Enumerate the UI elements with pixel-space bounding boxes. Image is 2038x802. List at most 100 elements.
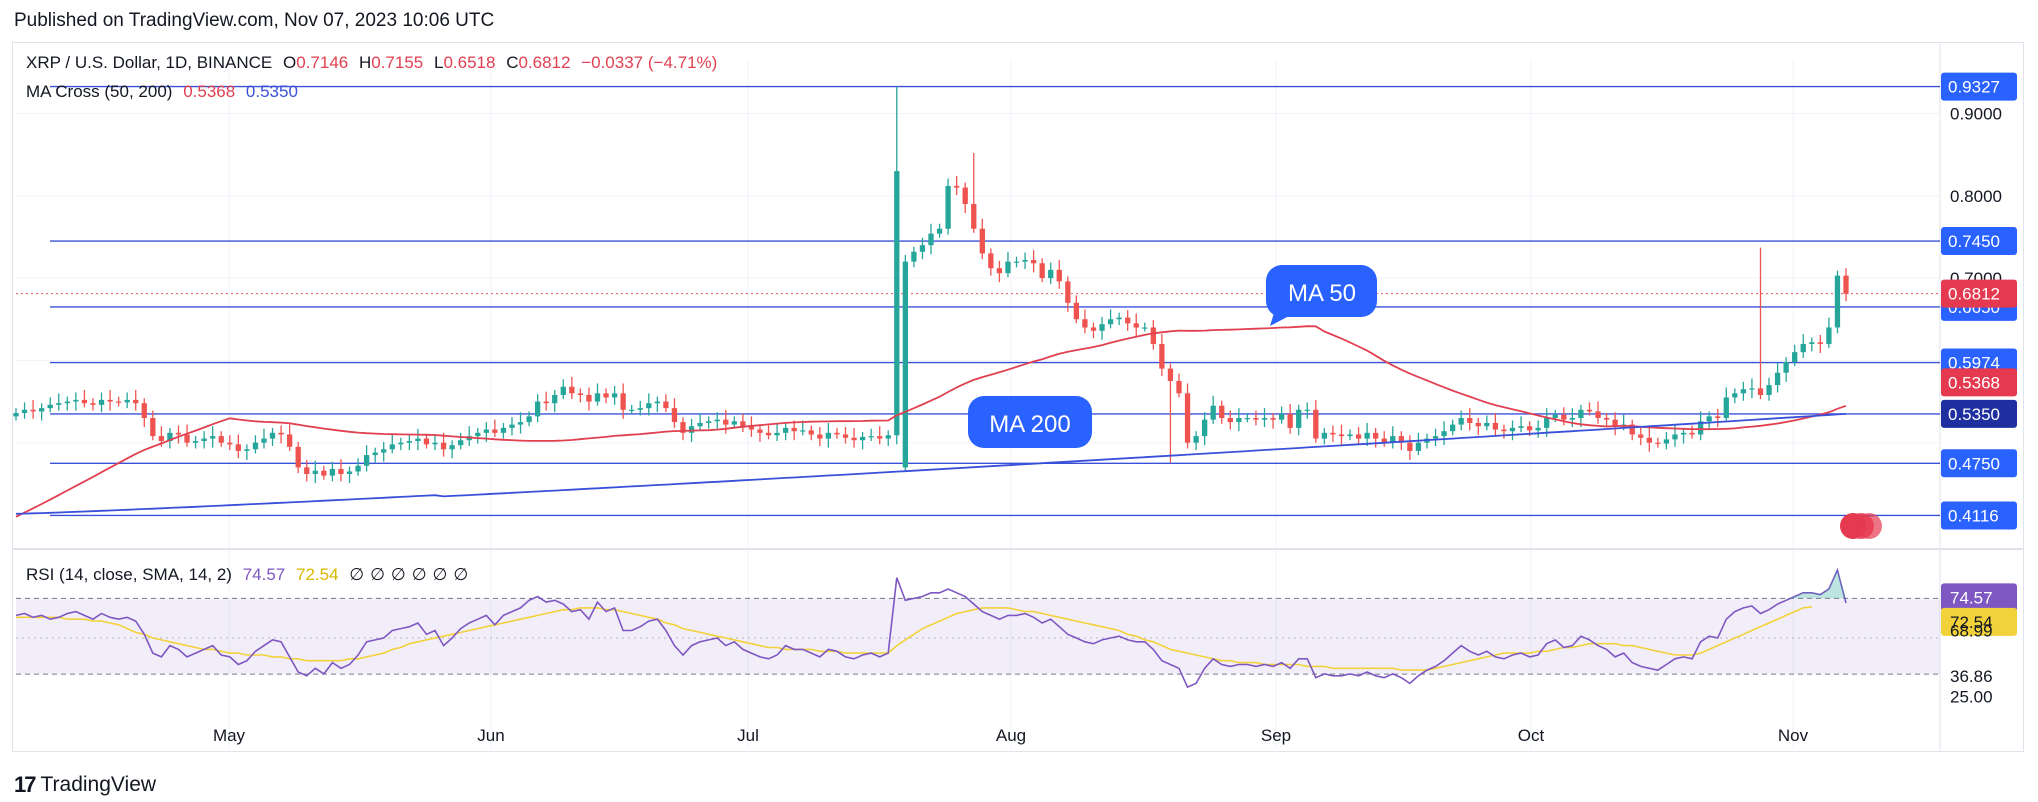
candle-body: [269, 432, 276, 439]
candle-body: [1338, 434, 1345, 437]
candle-body: [1603, 418, 1610, 420]
candle-body: [381, 449, 387, 453]
candle-body: [73, 399, 79, 402]
candle-body: [1501, 429, 1507, 432]
candle-body: [954, 185, 960, 188]
tradingview-brand[interactable]: 17 TradingView: [14, 772, 156, 798]
candle-body: [800, 430, 806, 432]
level-badge: [1941, 227, 2017, 256]
candle-body: [1296, 409, 1302, 428]
candle-body: [1458, 418, 1464, 425]
candle-body: [1390, 436, 1396, 443]
candle-body: [398, 442, 404, 445]
candle-body: [90, 403, 96, 405]
low-label: L: [433, 53, 444, 72]
high-value: 0.7155: [371, 53, 424, 72]
rsi-empty-value: ∅: [432, 565, 448, 584]
candle-body: [560, 386, 566, 395]
candle-body: [1022, 259, 1028, 262]
close-value: 0.6812: [518, 53, 571, 72]
candle-body: [1381, 438, 1387, 443]
candle-body: [714, 419, 720, 422]
candle-body: [971, 204, 977, 229]
candle-body: [1809, 342, 1815, 344]
open-value: 0.7146: [296, 53, 349, 72]
candle-body: [859, 436, 866, 441]
candle-body: [1526, 426, 1533, 431]
candle-body: [543, 401, 549, 404]
candle-body: [1792, 352, 1798, 363]
candle-body: [1578, 409, 1584, 419]
candle-body: [646, 403, 652, 409]
level-badge-text: 0.4116: [1948, 506, 1999, 525]
candle-body: [304, 467, 310, 474]
candle-body: [680, 422, 686, 433]
event-flag-icon: [1856, 513, 1882, 539]
candle-body: [1449, 424, 1456, 432]
candle-body: [517, 422, 524, 425]
candle-body: [988, 253, 994, 269]
candle-body: [98, 399, 105, 405]
price-legend: XRP / U.S. Dollar, 1D, BINANCE O0.7146 H…: [26, 53, 723, 73]
candle-body: [1107, 319, 1114, 325]
candle-body: [1287, 413, 1293, 428]
candle-body: [663, 401, 669, 409]
candle-body: [475, 432, 481, 437]
price-axis-label: 0.9000: [1950, 104, 2002, 123]
candle-body: [355, 465, 361, 472]
candle-body: [39, 408, 45, 412]
candle-body: [1689, 432, 1695, 435]
ma200-line: [15, 413, 1847, 515]
candle-body: [577, 393, 584, 395]
x-tick-label: Jul: [737, 726, 759, 745]
candle-body: [30, 409, 36, 412]
candle-body: [278, 432, 284, 435]
candle-body: [1193, 436, 1199, 443]
candle-body: [372, 452, 378, 456]
x-tick-label: Nov: [1778, 726, 1809, 745]
ma200-callout-label: MA 200: [989, 411, 1070, 438]
candle-body: [1219, 405, 1225, 419]
candle-body: [1407, 442, 1413, 451]
candle-body: [1612, 419, 1618, 427]
candle-body: [611, 393, 618, 398]
published-header: Published on TradingView.com, Nov 07, 20…: [14, 10, 495, 31]
rsi-legend: RSI (14, close, SMA, 14, 2) 74.57 72.54 …: [26, 565, 474, 585]
candle-body: [1184, 393, 1191, 443]
candle-body: [552, 394, 558, 404]
candle-body: [748, 426, 755, 430]
candle-body: [1441, 431, 1447, 437]
candle-body: [654, 401, 661, 404]
open-label: O: [283, 53, 297, 72]
x-tick-label: Aug: [996, 726, 1026, 745]
candle-body: [1415, 442, 1422, 451]
level-badge-text: 0.9327: [1948, 78, 2000, 97]
candle-body: [1201, 419, 1208, 437]
candle-body: [885, 435, 891, 439]
candle-body: [1005, 261, 1011, 274]
candle-body: [620, 393, 626, 410]
candle-body: [1467, 418, 1473, 423]
ma200-callout: [968, 396, 1092, 448]
level-badge-text: 0.4750: [1948, 454, 2000, 473]
rsi-axis-label: 68.99: [1950, 622, 1993, 641]
ma-cross-label: MA Cross (50, 200): [26, 82, 173, 101]
candle-body: [629, 409, 635, 411]
candle-body: [150, 418, 156, 437]
last-price-badge-text: 0.6812: [1948, 285, 2000, 304]
candle-body: [13, 413, 19, 417]
candle-body: [1278, 413, 1285, 420]
candle-body: [458, 440, 464, 446]
rsi-empty-value: ∅: [411, 565, 427, 584]
candle-body: [1561, 414, 1567, 420]
candle-body: [1313, 409, 1319, 439]
rsi-axis-label: 36.86: [1950, 667, 1993, 686]
candle-body: [107, 399, 113, 402]
candle-body: [757, 429, 763, 433]
candle-body: [919, 245, 926, 252]
candle-body: [791, 427, 797, 432]
candle-body: [1518, 426, 1524, 428]
candle-body: [1142, 327, 1148, 329]
candle-body: [936, 228, 943, 234]
